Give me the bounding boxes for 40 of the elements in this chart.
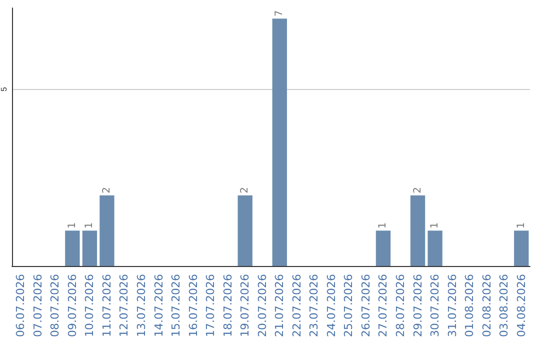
x-tick-label: 17.07.2026: [204, 274, 218, 338]
data-label: 1: [516, 222, 527, 229]
x-tick-label: 24.07.2026: [324, 274, 338, 338]
x-tick-label: 15.07.2026: [170, 274, 183, 338]
data-label: 1: [430, 222, 441, 229]
x-tick-label: 12.07.2026: [118, 274, 131, 338]
x-tick-label: 23.07.2026: [308, 274, 321, 338]
x-tick-label: 30.07.2026: [428, 274, 442, 338]
x-tick-label: 29.07.2026: [411, 274, 424, 338]
x-tick-label: 10.07.2026: [83, 274, 96, 338]
data-label: 2: [412, 186, 424, 194]
x-tick-label: 13.07.2026: [135, 274, 148, 338]
x-tick-label: 19.07.2026: [238, 274, 252, 338]
x-tick-label: 06.07.2026: [14, 274, 28, 338]
y-tick-label: 5: [0, 86, 8, 92]
x-tick-label: 22.07.2026: [290, 274, 304, 338]
data-label: 1: [378, 222, 389, 229]
x-tick-label: 28.07.2026: [394, 274, 407, 338]
x-tick-label: 09.07.2026: [66, 274, 79, 338]
x-tick-label: 31.07.2026: [446, 274, 459, 338]
x-tick-label: 08.07.2026: [48, 274, 62, 338]
x-tick-label: 03.08.2026: [498, 274, 511, 338]
x-tick-label: 01.08.2026: [463, 274, 476, 338]
x-tick-label: 20.07.2026: [256, 274, 269, 338]
x-tick-label: 07.07.2026: [31, 274, 44, 338]
data-label: 2: [101, 186, 112, 194]
x-tick-label: 16.07.2026: [186, 274, 200, 338]
x-tick-label: 18.07.2026: [221, 274, 234, 338]
data-label: 1: [84, 222, 96, 229]
x-tick-label: 21.07.2026: [273, 274, 286, 338]
x-tick-label: 25.07.2026: [342, 274, 356, 338]
x-tick-label: 27.07.2026: [376, 274, 390, 338]
data-label: 1: [66, 222, 78, 229]
x-tick-label: 26.07.2026: [359, 274, 372, 338]
x-tick-label: 11.07.2026: [100, 274, 114, 338]
x-tick-label: 04.08.2026: [514, 274, 528, 338]
data-label: 7: [274, 10, 286, 17]
data-label: 2: [240, 186, 251, 194]
x-tick-label: 02.08.2026: [480, 274, 494, 338]
x-tick-label: 14.07.2026: [152, 274, 166, 338]
